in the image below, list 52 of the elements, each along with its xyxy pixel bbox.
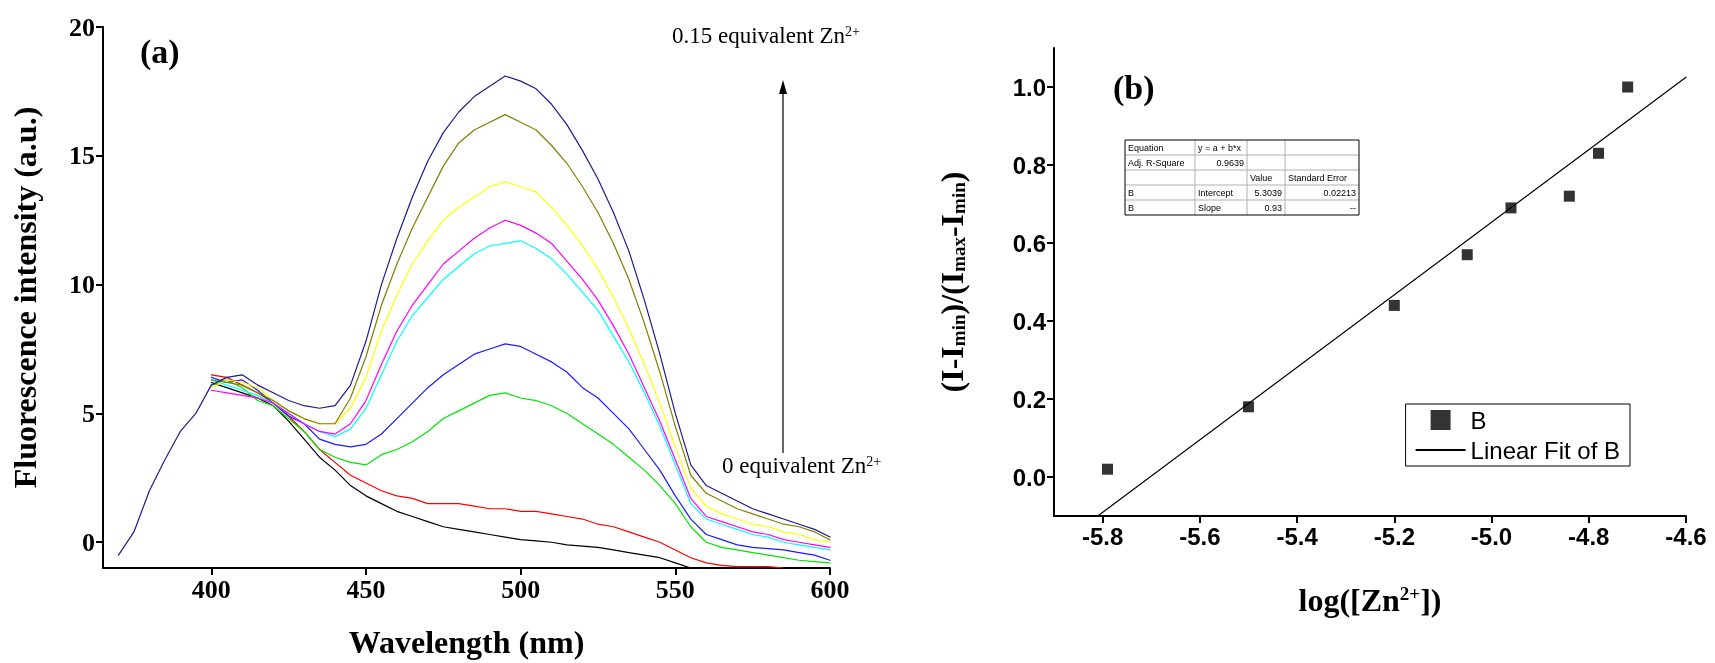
- y-tick-label: 0.2: [1012, 385, 1046, 413]
- point: [1622, 81, 1634, 93]
- x-tick-label: 600: [810, 574, 850, 604]
- x-tick-label: 550: [655, 574, 695, 604]
- annotation: 0.9639: [1216, 157, 1244, 168]
- y-tick-label: 10: [69, 270, 95, 300]
- y-axis-title: (I-Imin)/(Imax-Imin): [934, 171, 970, 393]
- x-tick-label: 450: [346, 574, 386, 604]
- annotation: Slope: [1198, 202, 1222, 213]
- x-tick-label: -5.8: [1081, 522, 1124, 550]
- annotation: --: [1350, 202, 1356, 213]
- point: [1505, 202, 1517, 214]
- annotation: y = a + b*x: [1198, 142, 1242, 153]
- x-tick-label: -4.6: [1665, 522, 1707, 550]
- y-tick-label: 5: [82, 398, 95, 428]
- y-tick-label: 0.0: [1012, 463, 1046, 491]
- annotation: Equation: [1128, 142, 1164, 153]
- y-tick-label: 0.4: [1012, 307, 1047, 335]
- y-tick-label: 20: [69, 12, 95, 42]
- annotation: B: [1128, 202, 1135, 213]
- y-tick-label: 15: [69, 141, 95, 171]
- annotation: (b): [1113, 68, 1155, 107]
- legend-label: Linear Fit of B: [1470, 436, 1620, 464]
- annotation: 0.02213: [1323, 187, 1356, 198]
- annotation: 5.3039: [1254, 187, 1282, 198]
- point: [1592, 147, 1604, 159]
- point: [1563, 190, 1575, 202]
- annotation: (a): [140, 32, 180, 71]
- annotation: B: [1128, 187, 1135, 198]
- annotation: Intercept: [1198, 187, 1234, 198]
- x-axis-title: Wavelength (nm): [348, 624, 585, 660]
- y-tick-label: 0.8: [1012, 151, 1046, 179]
- y-tick-label: 0: [82, 527, 95, 557]
- point: [1461, 249, 1473, 261]
- point: [1388, 299, 1400, 311]
- point: [1101, 463, 1113, 475]
- y-axis-title: Fluorescence intensity (a.u.): [7, 106, 43, 489]
- y-tick-label: 1.0: [1012, 73, 1046, 101]
- annotation: Standard Error: [1288, 172, 1348, 183]
- y-tick-label: 0.6: [1012, 229, 1046, 257]
- legend-label: B: [1470, 406, 1487, 434]
- x-tick-label: -5.0: [1470, 522, 1513, 550]
- point: [1242, 401, 1254, 413]
- annotation: Adj. R-Square: [1128, 157, 1185, 168]
- x-tick-label: -5.4: [1276, 522, 1319, 550]
- x-tick-label: -5.6: [1179, 522, 1221, 550]
- annotation: Value: [1250, 172, 1273, 183]
- x-tick-label: 400: [191, 574, 231, 604]
- x-tick-label: 500: [501, 574, 541, 604]
- x-tick-label: -4.8: [1568, 522, 1610, 550]
- annotation: 0.93: [1264, 202, 1282, 213]
- x-tick-label: -5.2: [1373, 522, 1415, 550]
